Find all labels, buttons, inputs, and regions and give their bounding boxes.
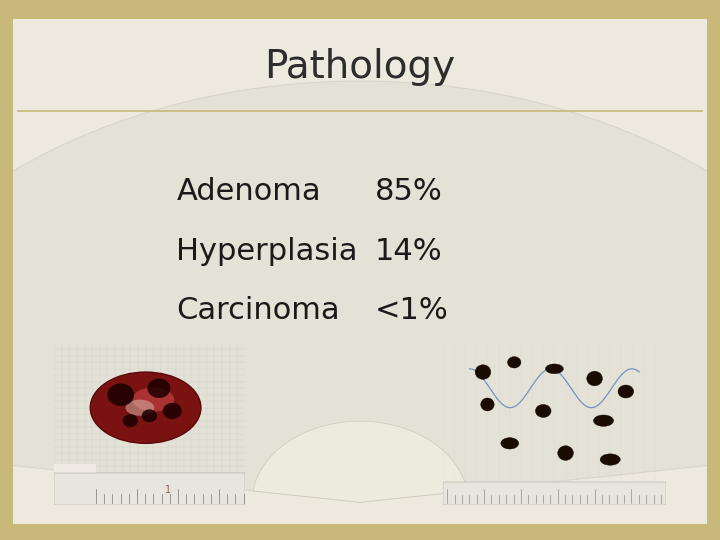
Ellipse shape	[600, 454, 620, 465]
FancyBboxPatch shape	[0, 0, 720, 19]
Wedge shape	[253, 421, 467, 502]
Text: 1: 1	[166, 485, 171, 495]
Circle shape	[107, 383, 134, 406]
Text: Adenoma: Adenoma	[176, 177, 321, 206]
Ellipse shape	[90, 372, 201, 443]
Ellipse shape	[481, 398, 494, 411]
Ellipse shape	[501, 437, 518, 449]
Text: <1%: <1%	[374, 296, 448, 325]
Circle shape	[122, 414, 138, 427]
FancyBboxPatch shape	[54, 464, 96, 505]
Ellipse shape	[536, 404, 551, 417]
Text: 14%: 14%	[374, 237, 442, 266]
Wedge shape	[0, 81, 720, 502]
Circle shape	[163, 403, 182, 419]
Text: 85%: 85%	[374, 177, 442, 206]
Text: Pathology: Pathology	[264, 49, 456, 86]
Circle shape	[142, 409, 157, 422]
FancyBboxPatch shape	[54, 472, 245, 505]
Text: Carcinoma: Carcinoma	[176, 296, 340, 325]
Ellipse shape	[132, 388, 174, 411]
FancyBboxPatch shape	[0, 524, 720, 540]
Ellipse shape	[508, 357, 521, 368]
Ellipse shape	[618, 385, 634, 398]
Text: Hyperplasia: Hyperplasia	[176, 237, 358, 266]
Ellipse shape	[475, 365, 491, 379]
Ellipse shape	[125, 400, 154, 416]
Ellipse shape	[558, 446, 573, 460]
FancyBboxPatch shape	[707, 0, 720, 540]
Ellipse shape	[546, 364, 563, 374]
Ellipse shape	[587, 372, 603, 386]
Ellipse shape	[593, 415, 613, 427]
FancyBboxPatch shape	[0, 0, 13, 540]
Circle shape	[148, 379, 171, 398]
FancyBboxPatch shape	[443, 482, 666, 505]
